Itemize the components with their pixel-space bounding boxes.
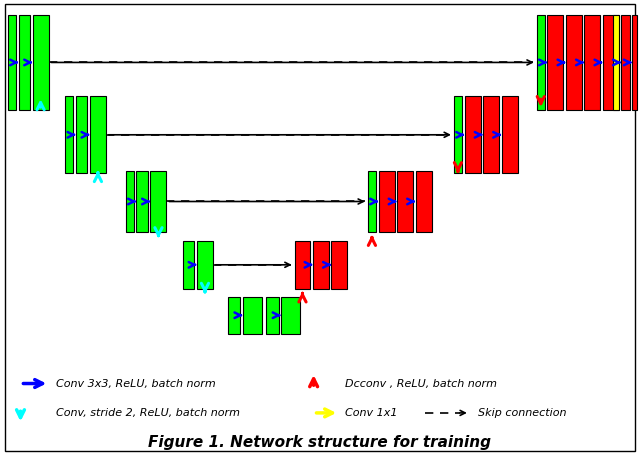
Bar xyxy=(294,241,310,288)
Bar xyxy=(613,15,620,110)
Bar xyxy=(313,241,329,288)
Bar xyxy=(150,171,166,232)
Text: Dcconv , ReLU, batch norm: Dcconv , ReLU, batch norm xyxy=(346,379,497,389)
Bar xyxy=(76,96,88,173)
Bar xyxy=(397,171,413,232)
Bar xyxy=(266,297,278,334)
Bar xyxy=(483,96,499,173)
Bar xyxy=(621,15,630,110)
Bar xyxy=(33,15,49,110)
Bar xyxy=(632,15,637,110)
Bar xyxy=(584,15,600,110)
Text: Conv, stride 2, ReLU, batch norm: Conv, stride 2, ReLU, batch norm xyxy=(56,408,239,418)
Bar xyxy=(603,15,619,110)
Bar xyxy=(379,171,394,232)
Bar xyxy=(228,297,241,334)
Bar xyxy=(90,96,106,173)
Bar xyxy=(465,96,481,173)
Bar xyxy=(502,96,518,173)
Bar xyxy=(566,15,582,110)
Bar xyxy=(415,171,431,232)
Bar xyxy=(281,297,300,334)
Bar xyxy=(454,96,462,173)
Text: Skip connection: Skip connection xyxy=(478,408,566,418)
Bar xyxy=(332,241,348,288)
Text: Figure 1. Network structure for training: Figure 1. Network structure for training xyxy=(148,435,492,450)
Bar xyxy=(537,15,545,110)
Bar xyxy=(8,15,16,110)
Text: Conv 3x3, ReLU, batch norm: Conv 3x3, ReLU, batch norm xyxy=(56,379,215,389)
Bar xyxy=(125,171,134,232)
Bar xyxy=(183,241,195,288)
Bar xyxy=(136,171,148,232)
Bar xyxy=(243,297,262,334)
Bar xyxy=(65,96,74,173)
Bar xyxy=(368,171,376,232)
Text: Conv 1x1: Conv 1x1 xyxy=(346,408,398,418)
Bar xyxy=(547,15,563,110)
Bar xyxy=(197,241,213,288)
Bar xyxy=(19,15,30,110)
